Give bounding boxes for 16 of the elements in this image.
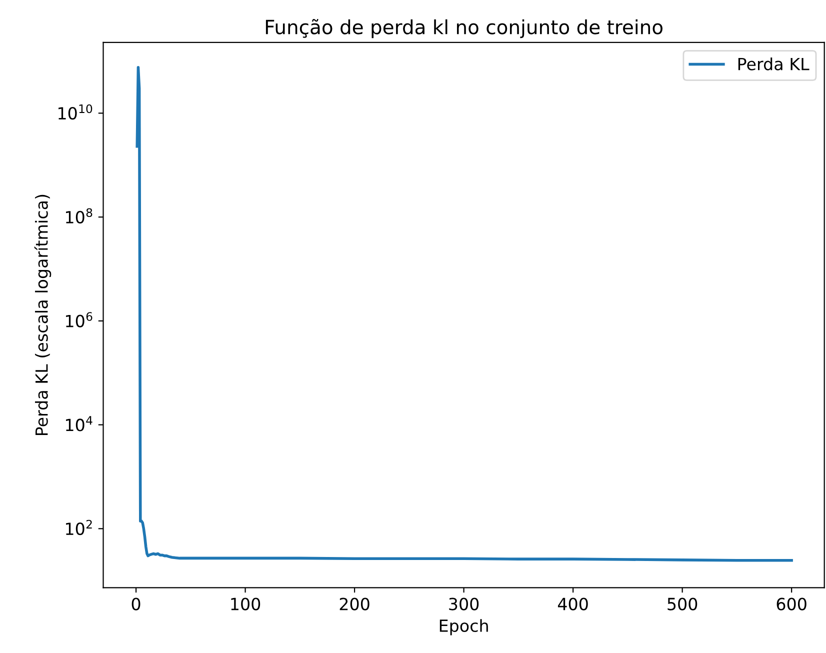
x-tick-label: 400 xyxy=(558,598,588,610)
x-tick-label: 0 xyxy=(132,598,140,610)
y-tick-label: 10$^{2}$ xyxy=(66,520,92,536)
chart-title: Função de perda kl no conjunto de treino xyxy=(266,19,662,38)
y-tick-label: 10$^{8}$ xyxy=(66,208,92,224)
x-tick-label: 200 xyxy=(340,598,370,610)
x-axis-title: Epoch xyxy=(440,619,488,636)
y-tick-label: 10$^{10}$ xyxy=(58,104,92,120)
x-tick-label: 100 xyxy=(231,598,260,610)
x-tick-label: 500 xyxy=(668,598,698,610)
x-tick-label: 300 xyxy=(449,598,479,610)
y-axis-title: Perda KL (escala logarítmica) xyxy=(34,194,52,436)
y-tick-label: 10$^{4}$ xyxy=(66,416,92,432)
legend-label: Perda KL xyxy=(738,57,810,70)
x-tick-label: 600 xyxy=(776,598,806,610)
y-tick-label: 10$^{6}$ xyxy=(66,312,92,328)
